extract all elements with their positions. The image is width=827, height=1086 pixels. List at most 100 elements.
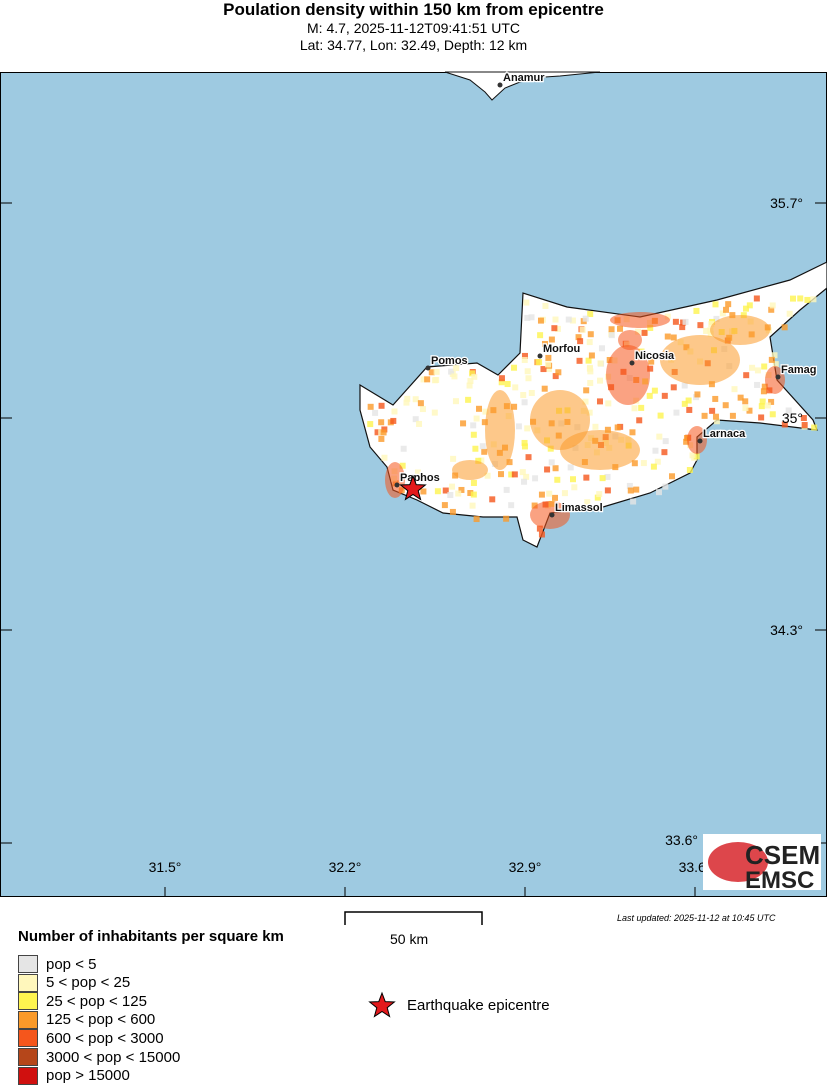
density-cell — [768, 356, 775, 363]
density-cell — [546, 490, 553, 497]
density-cell — [703, 327, 710, 334]
legend-epicentre-label: Earthquake epicentre — [407, 997, 550, 1014]
density-cell — [511, 364, 518, 371]
density-cell — [515, 423, 522, 430]
density-cell — [540, 366, 547, 373]
density-cell — [372, 409, 379, 416]
density-cell — [712, 413, 719, 420]
density-cell — [554, 325, 561, 332]
density-cell — [683, 438, 690, 445]
density-cell — [633, 486, 640, 493]
density-cell — [431, 409, 438, 416]
density-cell — [586, 365, 593, 372]
density-cell — [451, 373, 458, 380]
density-cell — [412, 416, 419, 423]
density-cell — [374, 429, 381, 436]
density-cell — [810, 296, 817, 303]
density-cell — [587, 379, 594, 386]
density-cell — [503, 515, 510, 522]
density-cell — [672, 318, 679, 325]
density-cell — [647, 324, 654, 331]
density-cell — [506, 459, 513, 466]
density-cell — [420, 376, 427, 383]
density-cell — [520, 392, 527, 399]
legend-label: pop < 5 — [46, 955, 97, 973]
legend-label: 5 < pop < 25 — [46, 974, 131, 992]
density-cell — [390, 417, 397, 424]
density-cell — [758, 403, 765, 410]
density-cell — [685, 397, 692, 404]
density-cell — [452, 398, 459, 405]
density-cell — [470, 491, 477, 498]
density-cell — [479, 443, 486, 450]
density-cell — [650, 463, 657, 470]
density-cell — [537, 332, 544, 339]
density-cell — [447, 492, 454, 499]
density-cell — [646, 392, 653, 399]
city-marker — [549, 512, 555, 518]
density-cell — [662, 438, 669, 445]
density-cell — [536, 359, 543, 366]
density-cell — [467, 490, 474, 497]
legend-label: 600 < pop < 3000 — [46, 1029, 164, 1047]
density-cell — [579, 326, 586, 333]
density-cell — [673, 409, 680, 416]
density-cell — [606, 345, 650, 405]
density-cell — [681, 382, 688, 389]
density-cell — [759, 398, 766, 405]
density-cell — [385, 462, 405, 498]
density-cell — [367, 403, 374, 410]
lon-tick-label: 32.9° — [509, 859, 542, 875]
density-cell — [765, 366, 785, 394]
density-cell — [657, 412, 664, 419]
density-cell — [554, 476, 561, 483]
density-cell — [466, 382, 473, 389]
density-cell — [378, 419, 385, 426]
density-cell — [419, 406, 426, 413]
density-cell — [790, 295, 797, 302]
density-cell — [708, 381, 715, 388]
density-cell — [664, 333, 671, 340]
lat-tick-label: 34.3° — [770, 622, 803, 638]
city-marker — [497, 82, 503, 88]
density-cell — [537, 317, 544, 324]
density-cell — [618, 330, 642, 350]
density-cell — [654, 458, 661, 465]
density-cell — [552, 373, 559, 380]
lat-tick-label: 35° — [782, 410, 803, 426]
density-cell — [785, 407, 792, 414]
density-cell — [571, 484, 578, 491]
density-cell — [391, 408, 398, 415]
density-cell — [476, 405, 483, 412]
city-marker — [394, 482, 400, 488]
density-cell — [442, 487, 449, 494]
density-cell — [403, 399, 410, 406]
density-cell — [545, 365, 552, 372]
density-cell — [584, 499, 591, 506]
density-cell — [582, 315, 589, 322]
density-cell — [565, 316, 572, 323]
density-cell — [525, 454, 532, 461]
density-cell — [472, 445, 479, 452]
density-cell — [661, 449, 668, 456]
density-cell — [504, 381, 511, 388]
density-cell — [484, 472, 491, 479]
city-label: Larnaca — [703, 428, 746, 440]
density-cell — [801, 421, 808, 428]
density-cell — [683, 434, 690, 441]
density-cell — [470, 431, 477, 438]
density-cell — [686, 406, 693, 413]
density-cell — [551, 494, 558, 501]
city-marker — [629, 360, 635, 366]
lon-tick-label: 32.2° — [329, 859, 362, 875]
density-cell — [588, 352, 595, 359]
density-cell — [599, 475, 606, 482]
density-cell — [742, 305, 749, 312]
density-cell — [686, 467, 693, 474]
density-cell — [754, 367, 761, 374]
legend-item: pop > 15000 — [18, 1066, 130, 1085]
density-cell — [627, 487, 634, 494]
density-cell — [380, 429, 387, 436]
density-cell — [629, 429, 636, 436]
